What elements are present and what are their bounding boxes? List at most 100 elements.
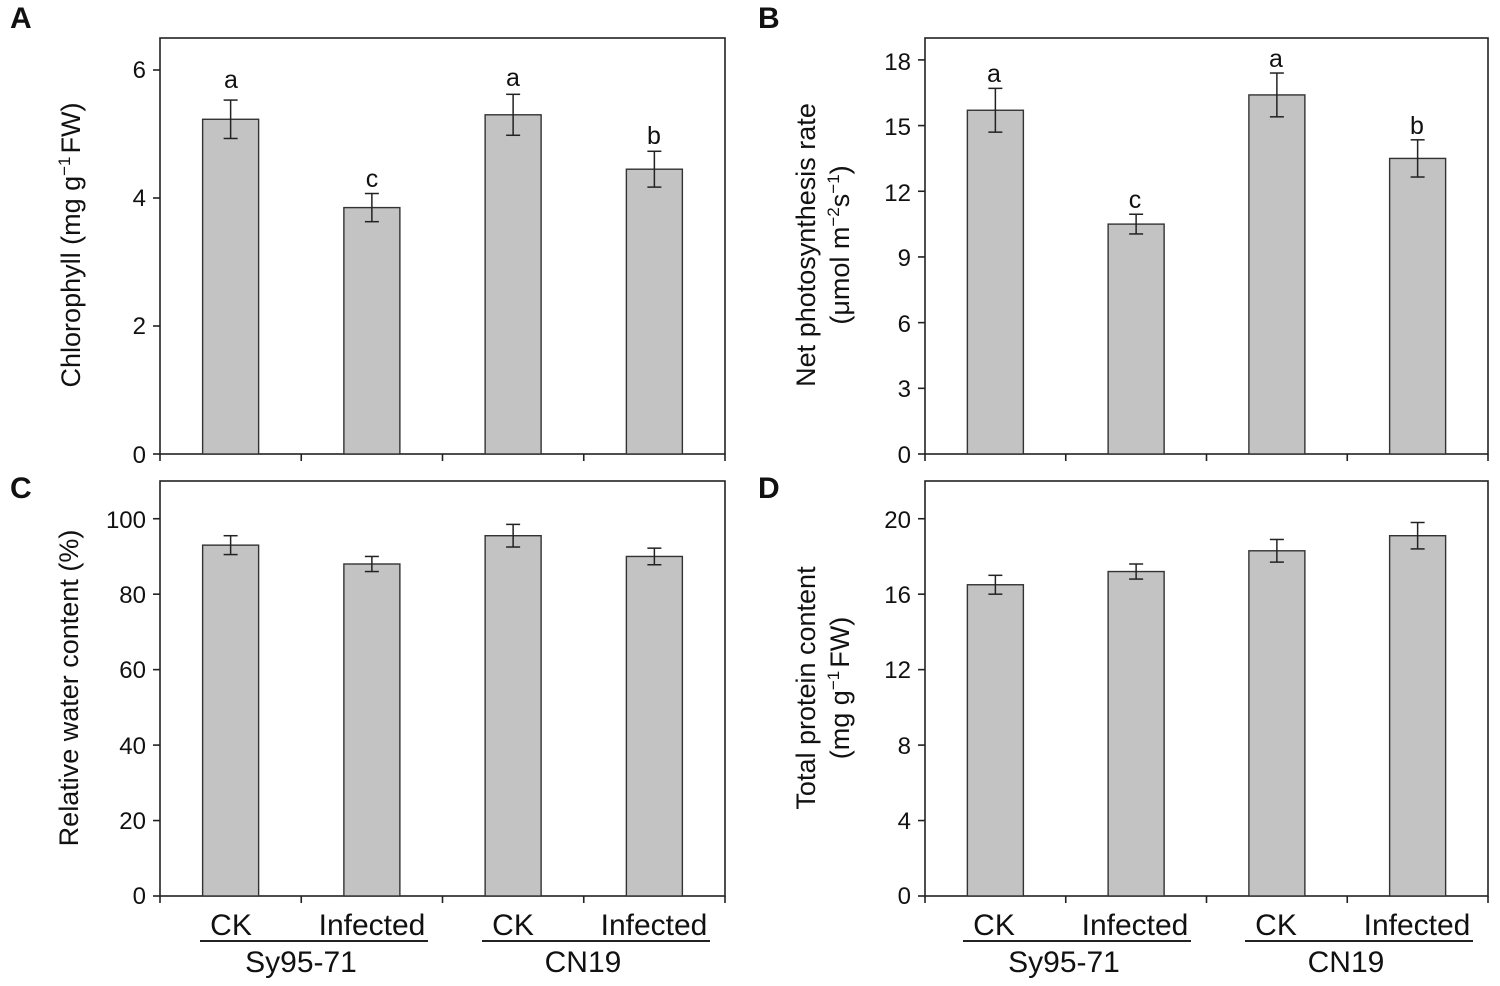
panel-c-group-label: Sy95-71 bbox=[245, 946, 357, 979]
panel-c-y-tick-label: 80 bbox=[119, 582, 146, 609]
panel-c-y-tick-label: 40 bbox=[119, 733, 146, 760]
panel-d-y-tick-label: 0 bbox=[898, 883, 911, 910]
panel-c-x-tick-label: CK bbox=[492, 909, 534, 942]
panel-a-y-tick-label: 6 bbox=[133, 57, 146, 84]
panel-b-bar bbox=[1107, 223, 1165, 455]
panel-d-y-axis-title-line1: Total protein content bbox=[791, 566, 821, 810]
panel-c-x-tick-labels: CK Infected CK Infected bbox=[210, 909, 707, 942]
panel-b-bar bbox=[1388, 157, 1447, 455]
panel-a-significance-letters: a c a b bbox=[224, 64, 661, 193]
panel-d-y-tick-label: 20 bbox=[884, 507, 911, 534]
panel-d-x-tick-label: Infected bbox=[1364, 909, 1471, 942]
panel-d-error-bar bbox=[988, 574, 1003, 595]
panel-a-error-bar bbox=[647, 150, 662, 188]
panel-a-error-bar bbox=[223, 99, 238, 140]
panel-a-plot bbox=[153, 37, 726, 461]
panel-a-error-bar bbox=[364, 192, 379, 223]
panel-c-y-axis-title: Relative water content (%) bbox=[54, 530, 84, 847]
panel-b-y-axis-title-line2: (μmol m−2s−1) bbox=[824, 165, 855, 324]
panel-b-y-tick-label: 12 bbox=[884, 180, 911, 207]
panel-d-y-tick-label: 8 bbox=[898, 733, 911, 760]
panel-c-error-bar bbox=[506, 523, 521, 548]
panel-a-y-axis-title: Chlorophyll (mg g−1FW) bbox=[55, 103, 86, 388]
panel-d-letter: D bbox=[758, 472, 780, 505]
panel-b-sig-letter: a bbox=[1269, 45, 1283, 73]
panel-d: D 0 4 8 12 16 20 Total protein content (… bbox=[758, 472, 1489, 979]
panel-d-bar bbox=[1107, 570, 1165, 897]
panel-d-y-tick-label: 16 bbox=[884, 582, 911, 609]
panel-b-sig-letter: a bbox=[987, 60, 1001, 88]
panel-b-significance-letters: a c a b bbox=[987, 45, 1424, 214]
panel-c-bar bbox=[484, 535, 542, 897]
panel-d-y-tick-label: 4 bbox=[898, 808, 911, 835]
panel-d-error-bar bbox=[1410, 521, 1425, 550]
panel-b-y-tick-label: 9 bbox=[898, 245, 911, 272]
panel-b-error-bar bbox=[1269, 72, 1284, 118]
panel-d-x-tick-labels: CK Infected CK Infected bbox=[973, 909, 1470, 942]
panel-a-sig-letter: a bbox=[224, 66, 238, 94]
panel-d-error-bar bbox=[1129, 563, 1144, 580]
panel-c-x-tick-label: Infected bbox=[319, 909, 426, 942]
panel-c-letter: C bbox=[10, 472, 32, 505]
panel-b-y-tick-labels: 0 3 6 9 12 15 18 bbox=[884, 49, 911, 469]
panel-a-y-tick-label: 0 bbox=[133, 442, 146, 469]
panel-c-bar bbox=[625, 555, 684, 897]
panel-a-bar bbox=[201, 118, 260, 455]
panel-d-bar bbox=[966, 584, 1025, 897]
panel-d-x-tick-label: CK bbox=[973, 909, 1015, 942]
panel-d-y-tick-label: 12 bbox=[884, 657, 911, 684]
panel-d-error-bar bbox=[1269, 538, 1284, 563]
panel-b-y-axis-title-line1: Net photosynthesis rate bbox=[791, 103, 821, 387]
panel-c-x-tick-label: CK bbox=[210, 909, 252, 942]
panel-a-sig-letter: c bbox=[366, 165, 379, 193]
panel-b-bar bbox=[1248, 94, 1306, 455]
panel-c: C 0 20 40 60 80 100 Relative water conte… bbox=[10, 472, 726, 979]
panel-c-y-tick-label: 60 bbox=[119, 657, 146, 684]
panel-d-x-tick-label: Infected bbox=[1082, 909, 1189, 942]
panel-d-bar bbox=[1248, 550, 1306, 897]
panel-c-y-tick-label: 0 bbox=[133, 883, 146, 910]
panel-b-sig-letter: b bbox=[1410, 112, 1424, 140]
panel-c-bar bbox=[201, 544, 260, 897]
panel-c-error-bar bbox=[223, 534, 238, 556]
panel-c-y-tick-labels: 0 20 40 60 80 100 bbox=[106, 507, 146, 910]
panel-c-error-bar bbox=[647, 547, 662, 566]
panel-a-letter: A bbox=[10, 2, 32, 35]
panel-c-error-bar bbox=[364, 555, 379, 573]
panel-a-error-bar bbox=[506, 93, 521, 137]
panel-c-y-tick-label: 20 bbox=[119, 808, 146, 835]
panel-b-error-bar bbox=[988, 87, 1003, 133]
panel-a-sig-letter: b bbox=[647, 122, 661, 150]
panel-b-plot bbox=[918, 37, 1489, 461]
panel-c-y-tick-label: 100 bbox=[106, 507, 146, 534]
panel-b-error-bar bbox=[1410, 139, 1425, 178]
panel-b: B 0 3 6 9 12 15 18 a c a b Net photosynt… bbox=[758, 2, 1489, 469]
panel-b-sig-letter: c bbox=[1129, 186, 1142, 214]
panel-a-y-tick-labels: 0 2 4 6 bbox=[133, 57, 146, 469]
panel-a-y-tick-label: 2 bbox=[133, 313, 146, 340]
panel-b-y-tick-label: 0 bbox=[898, 442, 911, 469]
panel-a-bar bbox=[343, 206, 401, 455]
panel-c-bar bbox=[343, 563, 401, 897]
panel-c-x-tick-label: Infected bbox=[601, 909, 708, 942]
panel-a-bar bbox=[484, 114, 542, 455]
panel-a-y-tick-label: 4 bbox=[133, 185, 146, 212]
panel-d-group-label: CN19 bbox=[1308, 946, 1385, 979]
panel-d-bar bbox=[1388, 535, 1447, 897]
panel-b-y-tick-label: 6 bbox=[898, 311, 911, 338]
panel-a-bar bbox=[625, 168, 684, 455]
panel-d-group-label: Sy95-71 bbox=[1008, 946, 1120, 979]
panel-b-bar bbox=[966, 109, 1025, 455]
panel-b-y-tick-label: 18 bbox=[884, 49, 911, 76]
panel-d-plot bbox=[918, 480, 1489, 903]
panel-b-y-tick-label: 15 bbox=[884, 114, 911, 141]
panel-c-group-label: CN19 bbox=[545, 946, 622, 979]
panel-a-sig-letter: a bbox=[506, 64, 520, 92]
panel-d-y-axis-title-line2: (mg g−1FW) bbox=[824, 617, 855, 759]
panel-a: A 0 2 4 6 a c a b Chlorophyll (mg g−1FW) bbox=[10, 2, 726, 469]
panel-b-error-bar bbox=[1129, 213, 1144, 235]
panel-d-y-tick-labels: 0 4 8 12 16 20 bbox=[884, 507, 911, 910]
panel-c-plot bbox=[153, 480, 726, 903]
panel-d-x-tick-label: CK bbox=[1255, 909, 1297, 942]
